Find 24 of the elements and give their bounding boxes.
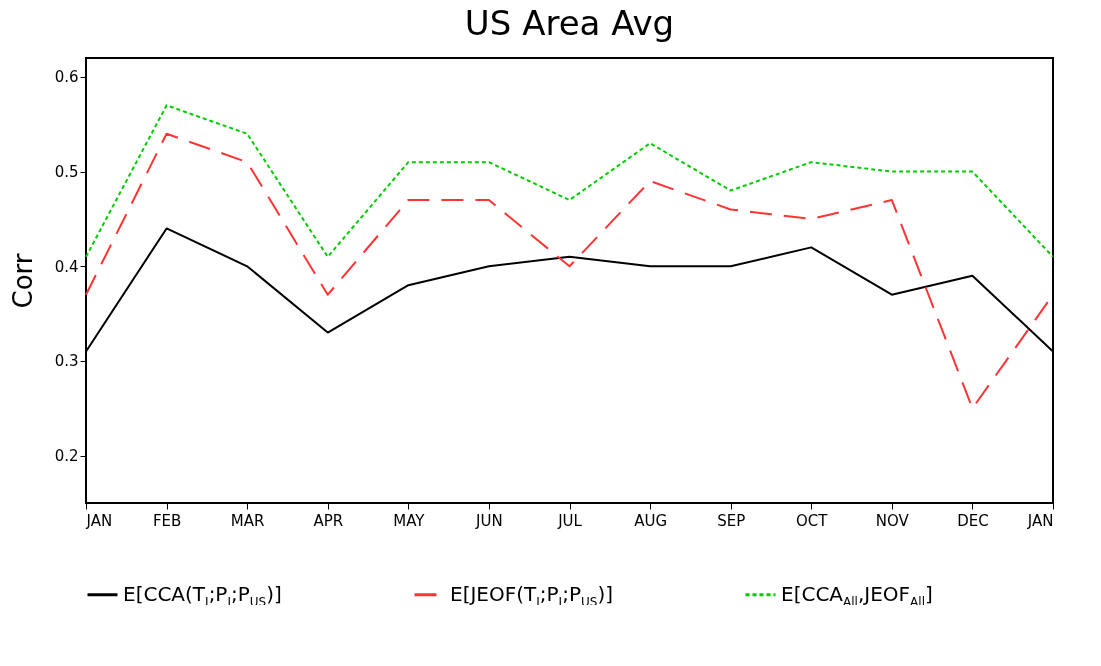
- y-tick-label: 0.5: [54, 163, 79, 182]
- x-tick-label: JAN: [85, 511, 113, 530]
- x-tick-label: OCT: [796, 511, 829, 530]
- x-tick-label: MAY: [393, 511, 426, 530]
- x-tick-label: NOV: [875, 511, 910, 530]
- x-tick-label: APR: [313, 511, 344, 530]
- x-tick-label: JAN: [1026, 511, 1054, 530]
- x-tick-label: MAR: [230, 511, 265, 530]
- line-series: [85, 104, 1054, 258]
- x-tick-label: FEB: [152, 511, 182, 530]
- y-tick-label: 0.3: [54, 352, 79, 371]
- y-axis-title: Corr: [7, 253, 38, 309]
- y-tick-label: 0.4: [54, 257, 79, 276]
- legend-label: E[CCA$_{All}$,JEOF$_{All}$]: [781, 581, 933, 609]
- y-tick-label: 0.6: [54, 68, 79, 87]
- chart-title: US Area Avg: [464, 3, 675, 43]
- legend-label: E[CCA(T$_{I}$;P$_{I}$;P$_{US}$)]: [123, 581, 282, 609]
- x-tick-label: DEC: [957, 511, 989, 530]
- y-tick-label: 0.2: [54, 447, 79, 466]
- x-tick-label: JUL: [557, 511, 583, 530]
- x-tick-label: SEP: [717, 511, 746, 530]
- x-tick-label: AUG: [634, 511, 668, 530]
- legend-label: E[JEOF(T$_{I}$;P$_{I}$;P$_{US}$)]: [450, 581, 613, 609]
- x-tick-label: JUN: [475, 511, 503, 530]
